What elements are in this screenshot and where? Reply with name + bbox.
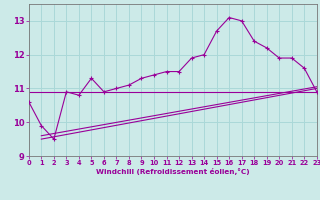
- X-axis label: Windchill (Refroidissement éolien,°C): Windchill (Refroidissement éolien,°C): [96, 168, 250, 175]
